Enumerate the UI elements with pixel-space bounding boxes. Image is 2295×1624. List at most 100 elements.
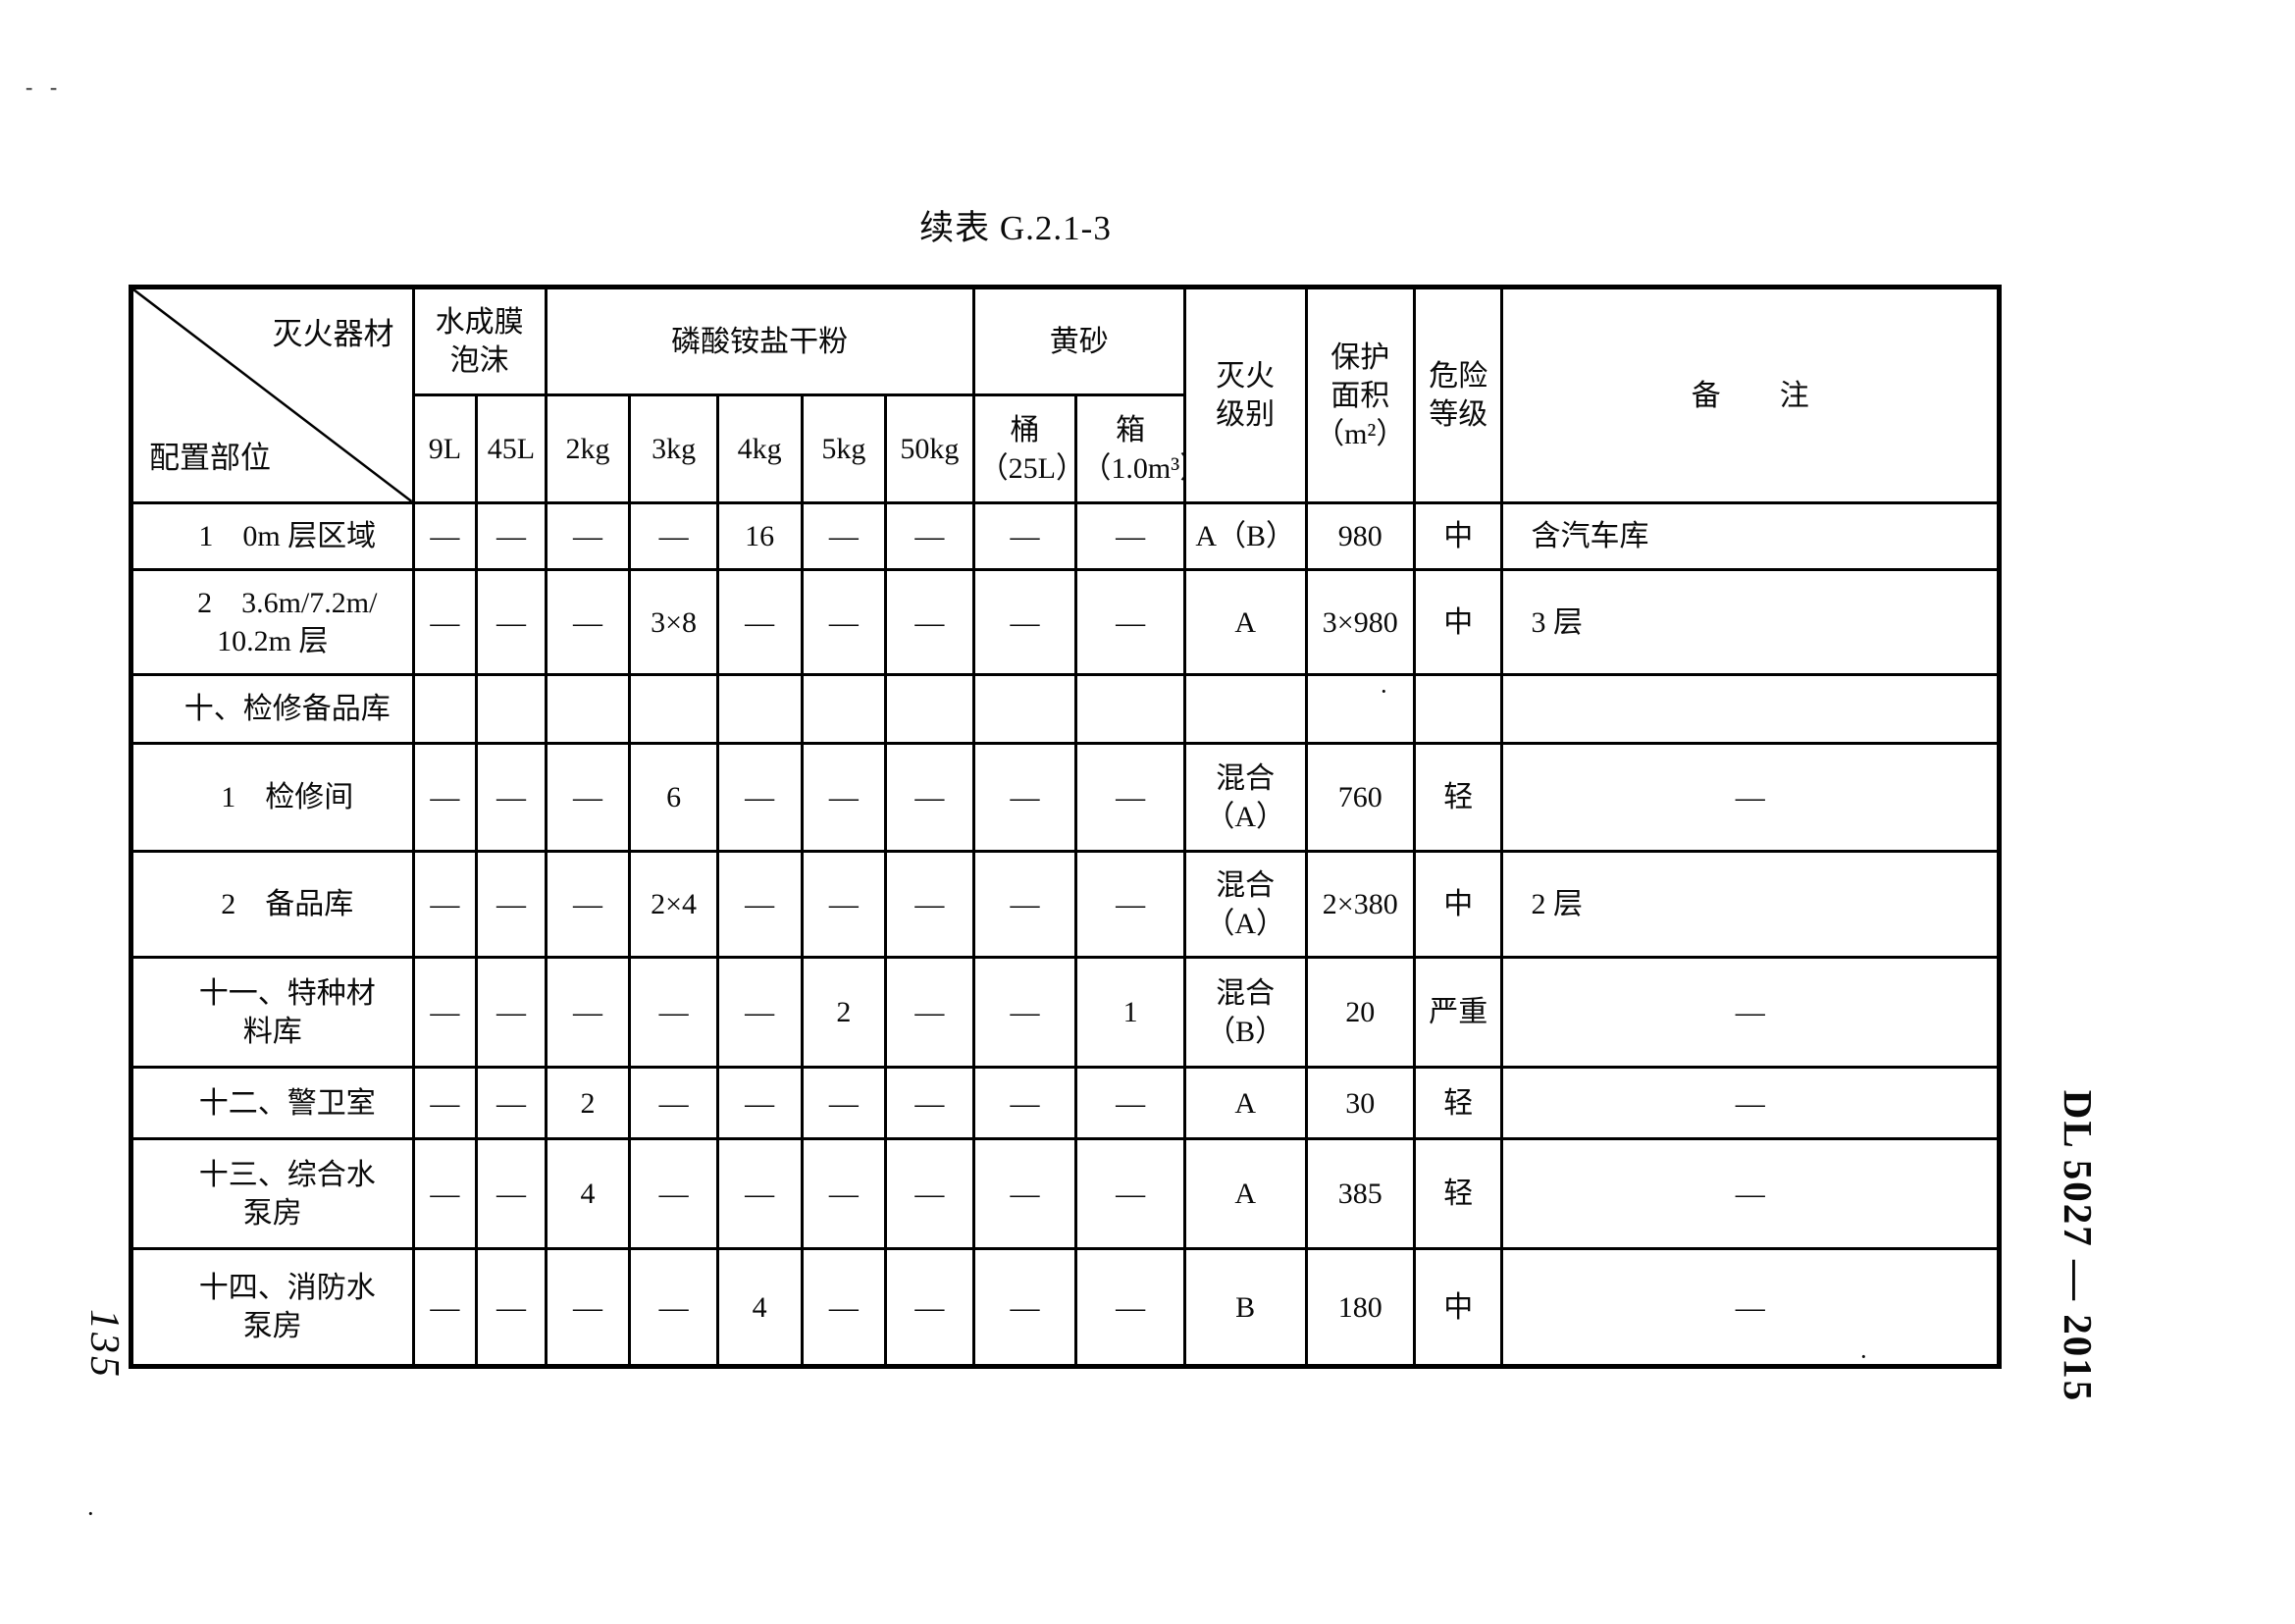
table-row: 2 3.6m/7.2m/ 10.2m 层 — — —3×8— — — — — A 3×980 中 3 … bbox=[130, 568, 2001, 676]
count-cell: — bbox=[411, 742, 479, 853]
row-label: 2 3.6m/7.2m/ 10.2m 层 bbox=[130, 568, 415, 676]
risk-level-cell: 轻 bbox=[1412, 1066, 1504, 1140]
row-label: 十一、特种材 料库 bbox=[130, 956, 415, 1069]
count-cell: — bbox=[800, 1066, 888, 1140]
count-cell bbox=[628, 673, 719, 745]
count-cell: — bbox=[971, 956, 1078, 1069]
count-cell bbox=[800, 673, 888, 745]
count-cell: — bbox=[884, 1137, 975, 1250]
count-cell: — bbox=[1074, 742, 1186, 853]
risk-level-cell: 严重 bbox=[1412, 956, 1504, 1069]
protected-area-cell: 20 bbox=[1304, 956, 1416, 1069]
count-cell: 2 bbox=[544, 1066, 632, 1140]
fire-class-cell: B bbox=[1182, 1247, 1308, 1368]
protected-area-cell bbox=[1304, 673, 1416, 745]
count-cell: — bbox=[884, 1247, 975, 1368]
count-cell: — bbox=[971, 1137, 1078, 1250]
row-label: 十二、警卫室 bbox=[130, 1066, 415, 1140]
count-cell: — bbox=[1074, 850, 1186, 959]
header-bucket-25l: 桶 （25L） bbox=[971, 393, 1078, 504]
count-cell: — bbox=[475, 1247, 548, 1368]
protected-area-cell: 180 bbox=[1304, 1247, 1416, 1368]
standard-code: DL 5027 — 2015 bbox=[2056, 1089, 2101, 1403]
table-row: 十二、警卫室 — —2— — — — — — A 30 轻 — bbox=[130, 1066, 2001, 1140]
row-label: 十三、综合水 泵房 bbox=[130, 1137, 415, 1250]
count-cell: 4 bbox=[544, 1137, 632, 1250]
scan-artifact: · bbox=[1859, 1342, 1868, 1371]
count-cell: — bbox=[715, 850, 804, 959]
count-cell: — bbox=[475, 850, 548, 959]
count-cell: — bbox=[475, 1066, 548, 1140]
count-cell: — bbox=[971, 1247, 1078, 1368]
remark-cell bbox=[1500, 673, 2001, 745]
table-title: 续表 G.2.1-3 bbox=[919, 209, 1112, 247]
header-2kg: 2kg bbox=[544, 393, 632, 504]
remark-cell: — bbox=[1500, 1137, 2001, 1250]
fire-class-cell: 混合 （A） bbox=[1182, 742, 1308, 853]
count-cell: 3×8 bbox=[628, 568, 719, 676]
corner-label-location: 配置部位 bbox=[149, 440, 271, 475]
risk-level-cell bbox=[1412, 673, 1504, 745]
header-50kg: 50kg bbox=[884, 393, 975, 504]
risk-level-cell: 轻 bbox=[1412, 742, 1504, 853]
count-cell: — bbox=[628, 1066, 719, 1140]
count-cell: — bbox=[411, 850, 479, 959]
row-label: 2 备品库 bbox=[130, 850, 415, 959]
count-cell: — bbox=[715, 742, 804, 853]
count-cell: — bbox=[544, 1247, 632, 1368]
table-row: 2 备品库 — — —2×4— — — — — 混合 （A） 2×380 中 2 层 bbox=[130, 850, 2001, 959]
header-45l: 45L bbox=[475, 393, 548, 504]
count-cell: — bbox=[411, 956, 479, 1069]
group-header-dry-powder: 磷酸铵盐干粉 bbox=[544, 286, 975, 396]
count-cell: — bbox=[1074, 1137, 1186, 1250]
row-label: 十、检修备品库 bbox=[130, 673, 415, 745]
count-cell: — bbox=[971, 1066, 1078, 1140]
count-cell: — bbox=[971, 742, 1078, 853]
protected-area-cell: 2×380 bbox=[1304, 850, 1416, 959]
risk-level-cell: 中 bbox=[1412, 850, 1504, 959]
count-cell: 2×4 bbox=[628, 850, 719, 959]
fire-class-cell: A bbox=[1182, 1066, 1308, 1140]
header-3kg: 3kg bbox=[628, 393, 719, 504]
count-cell: — bbox=[884, 568, 975, 676]
table-row: 1 检修间 — — —6— — — — — 混合 （A） 760 轻 — bbox=[130, 742, 2001, 853]
remark-cell: 3 层 bbox=[1500, 568, 2001, 676]
count-cell: — bbox=[544, 850, 632, 959]
count-cell: — bbox=[475, 742, 548, 853]
count-cell: — bbox=[544, 501, 632, 571]
count-cell: 1 bbox=[1074, 956, 1186, 1069]
remark-cell: — bbox=[1500, 742, 2001, 853]
protected-area-cell: 980 bbox=[1304, 501, 1416, 571]
count-cell: 6 bbox=[628, 742, 719, 853]
count-cell: — bbox=[628, 1137, 719, 1250]
group-header-foam: 水成膜 泡沫 bbox=[411, 286, 548, 396]
header-risk-level: 危险 等级 bbox=[1412, 286, 1504, 504]
count-cell: — bbox=[411, 501, 479, 571]
count-cell: — bbox=[800, 1137, 888, 1250]
corner-label-equipment: 灭火器材 bbox=[272, 317, 394, 351]
protected-area-cell: 3×980 bbox=[1304, 568, 1416, 676]
count-cell: — bbox=[971, 568, 1078, 676]
count-cell: — bbox=[715, 956, 804, 1069]
fire-class-cell: 混合 （A） bbox=[1182, 850, 1308, 959]
count-cell: — bbox=[800, 742, 888, 853]
count-cell: — bbox=[884, 1066, 975, 1140]
count-cell: — bbox=[628, 501, 719, 571]
header-row-units: 9L 45L 2kg 3kg 4kg 5kg 50kg 桶 （25L） 箱 （1… bbox=[131, 393, 2000, 504]
row-label: 1 0m 层区域 bbox=[130, 501, 415, 571]
count-cell: — bbox=[628, 1247, 719, 1368]
count-cell: — bbox=[475, 568, 548, 676]
count-cell bbox=[544, 673, 632, 745]
header-box-1m3: 箱 （1.0m³） bbox=[1074, 393, 1186, 504]
scan-artifact: - - bbox=[26, 75, 64, 99]
count-cell: 2 bbox=[800, 956, 888, 1069]
count-cell: 16 bbox=[715, 501, 804, 571]
fire-class-cell: A bbox=[1182, 1137, 1308, 1250]
fire-class-cell: 混合 （B） bbox=[1182, 956, 1308, 1069]
table-row: 十、检修备品库 bbox=[130, 673, 2001, 745]
count-cell: — bbox=[411, 568, 479, 676]
count-cell: — bbox=[884, 742, 975, 853]
group-header-sand: 黄砂 bbox=[971, 286, 1186, 396]
count-cell: — bbox=[800, 1247, 888, 1368]
count-cell: — bbox=[715, 1137, 804, 1250]
